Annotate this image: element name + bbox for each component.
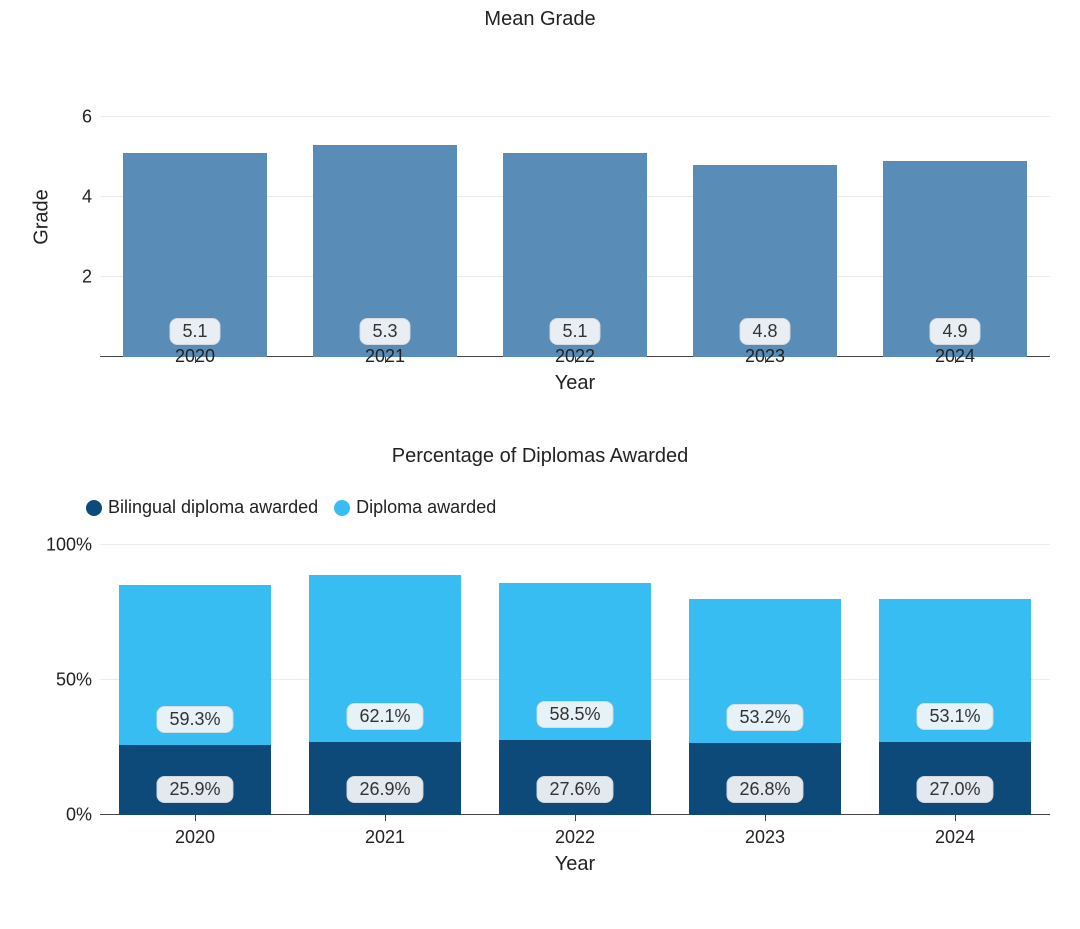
bar-value-label: 25.9%	[156, 776, 233, 803]
x-tick-label: 2022	[555, 346, 595, 367]
chart-title: Mean Grade	[0, 8, 1080, 31]
bar-segment-bilingual: 25.9%	[119, 745, 271, 815]
legend-label: Bilingual diploma awarded	[108, 497, 318, 518]
bar-value-label: 5.3	[359, 318, 410, 345]
bar: 4.8	[693, 165, 837, 357]
chart-title: Percentage of Diplomas Awarded	[0, 445, 1080, 468]
y-tick-label: 100%	[46, 535, 92, 556]
bar-value-label: 5.1	[169, 318, 220, 345]
x-tick-label: 2023	[745, 827, 785, 848]
bar-segment-diploma: 53.2%	[689, 599, 841, 743]
bar: 5.1	[123, 153, 267, 357]
legend-label: Diploma awarded	[356, 497, 496, 518]
legend-swatch	[334, 500, 350, 516]
chart-legend: Bilingual diploma awarded Diploma awarded	[86, 497, 506, 518]
diplomas-chart: Percentage of Diplomas Awarded Bilingual…	[0, 445, 1080, 468]
bar: 5.1	[503, 153, 647, 357]
bar-segment-diploma: 62.1%	[309, 575, 461, 743]
bar-segment-bilingual: 26.9%	[309, 742, 461, 815]
bar-value-label: 26.8%	[726, 776, 803, 803]
x-tick-mark	[575, 815, 576, 821]
y-tick-label: 6	[82, 107, 92, 128]
bar-segment-diploma: 53.1%	[879, 599, 1031, 742]
mean-grade-chart: Mean Grade Grade 246 5.15.35.14.84.9 202…	[0, 8, 1080, 357]
page: Mean Grade Grade 246 5.15.35.14.84.9 202…	[0, 0, 1080, 929]
bar-segment-bilingual: 26.8%	[689, 743, 841, 815]
y-tick-label: 4	[82, 187, 92, 208]
bar-value-label: 5.1	[549, 318, 600, 345]
bar-segment-diploma: 58.5%	[499, 583, 651, 741]
y-tick-label: 2	[82, 267, 92, 288]
bar-value-label: 26.9%	[346, 776, 423, 803]
gridline	[100, 116, 1050, 117]
bar-value-label: 58.5%	[536, 701, 613, 728]
x-axis-labels: 2020 2021 2022 2023 2024	[100, 346, 1050, 370]
y-axis: 0%50%100%	[0, 545, 100, 815]
bar-value-label: 27.0%	[916, 776, 993, 803]
bar-segment-bilingual: 27.0%	[879, 742, 1031, 815]
bars-region: 5.1 5.3 5.1 4.8 4.9	[100, 77, 1050, 357]
x-tick-label: 2024	[935, 827, 975, 848]
x-axis-title: Year	[100, 372, 1050, 395]
plot-area: 0%50%100% 25.9% 59.3% 26.9% 62.1% 27.6% 58.5%…	[0, 545, 1080, 815]
bar-value-label: 53.2%	[726, 704, 803, 731]
stacked-bar: 26.8% 53.2%	[689, 545, 841, 815]
bars-region: 25.9% 59.3% 26.9% 62.1% 27.6% 58.5% 26.8% 53.2%…	[100, 545, 1050, 815]
x-tick-label: 2021	[365, 827, 405, 848]
bar-value-label: 53.1%	[916, 703, 993, 730]
x-tick-label: 2021	[365, 346, 405, 367]
bar-value-label: 59.3%	[156, 706, 233, 733]
x-tick-label: 2024	[935, 346, 975, 367]
x-tick-mark	[955, 815, 956, 821]
bar-value-label: 62.1%	[346, 703, 423, 730]
bar-segment-diploma: 59.3%	[119, 585, 271, 745]
x-tick-mark	[195, 815, 196, 821]
stacked-bar: 26.9% 62.1%	[309, 545, 461, 815]
bar: 5.3	[313, 145, 457, 357]
x-tick-mark	[765, 815, 766, 821]
x-tick-label: 2022	[555, 827, 595, 848]
stacked-bar: 27.6% 58.5%	[499, 545, 651, 815]
y-tick-label: 50%	[56, 670, 92, 691]
x-tick-label: 2020	[175, 827, 215, 848]
stacked-bar: 27.0% 53.1%	[879, 545, 1031, 815]
x-axis-labels: 2020 2021 2022 2023 2024	[100, 827, 1050, 851]
y-tick-label: 0%	[66, 805, 92, 826]
plot-area: Grade 246 5.15.35.14.84.9	[0, 77, 1080, 357]
x-axis-title: Year	[100, 853, 1050, 876]
x-tick-label: 2020	[175, 346, 215, 367]
bar-value-label: 4.9	[929, 318, 980, 345]
bar-value-label: 4.8	[739, 318, 790, 345]
y-axis: 2 4 6	[0, 77, 100, 357]
stacked-bar: 25.9% 59.3%	[119, 545, 271, 815]
legend-swatch	[86, 500, 102, 516]
x-tick-mark	[385, 815, 386, 821]
bar: 4.9	[883, 161, 1027, 357]
bar-segment-bilingual: 27.6%	[499, 740, 651, 815]
bar-value-label: 27.6%	[536, 776, 613, 803]
x-tick-label: 2023	[745, 346, 785, 367]
